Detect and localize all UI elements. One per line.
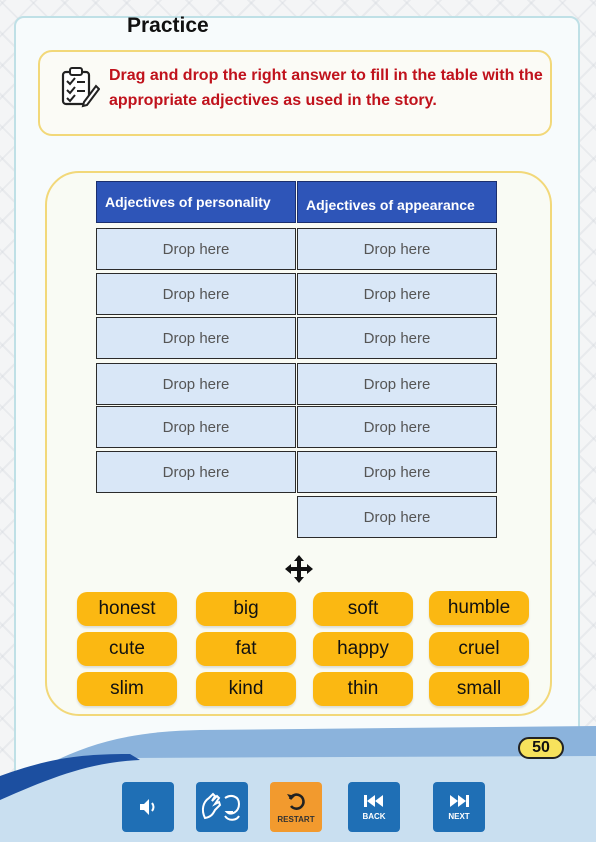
drop-cell-personality-1[interactable]: Drop here — [96, 228, 296, 270]
word-chip-fat[interactable]: fat — [196, 632, 296, 666]
drop-cell-appearance-1[interactable]: Drop here — [297, 228, 497, 270]
word-chip-honest[interactable]: honest — [77, 592, 177, 626]
word-chip-happy[interactable]: happy — [313, 632, 413, 666]
sign-language-icon — [201, 792, 241, 821]
word-chip-slim[interactable]: slim — [77, 672, 177, 706]
word-chip-small[interactable]: small — [429, 672, 529, 706]
next-button[interactable]: NEXT — [433, 782, 485, 832]
restart-icon — [287, 793, 305, 810]
word-chip-cute[interactable]: cute — [77, 632, 177, 666]
restart-button[interactable]: RESTART — [270, 782, 322, 832]
instruction-text: Drag and drop the right answer to fill i… — [109, 67, 543, 109]
back-button[interactable]: BACK — [348, 782, 400, 832]
header-appearance: Adjectives of appearance — [297, 181, 497, 223]
next-label: NEXT — [448, 812, 470, 821]
skip-back-icon — [364, 795, 383, 807]
word-chip-kind[interactable]: kind — [196, 672, 296, 706]
drop-cell-appearance-7[interactable]: Drop here — [297, 496, 497, 538]
drop-cell-appearance-2[interactable]: Drop here — [297, 273, 497, 315]
sign-language-button[interactable] — [196, 782, 248, 832]
instruction-box — [38, 50, 552, 136]
word-chip-cruel[interactable]: cruel — [429, 632, 529, 666]
skip-forward-icon — [450, 795, 469, 807]
drop-cell-personality-5[interactable]: Drop here — [96, 406, 296, 448]
drop-cell-personality-3[interactable]: Drop here — [96, 317, 296, 359]
word-chip-humble[interactable]: humble — [429, 591, 529, 625]
drop-cell-personality-4[interactable]: Drop here — [96, 363, 296, 405]
audio-button[interactable] — [122, 782, 174, 832]
page-number: 50 — [518, 737, 564, 759]
restart-label: RESTART — [277, 815, 315, 824]
word-chip-soft[interactable]: soft — [313, 592, 413, 626]
header-personality: Adjectives of personality — [96, 181, 296, 223]
drop-cell-appearance-6[interactable]: Drop here — [297, 451, 497, 493]
back-label: BACK — [362, 812, 386, 821]
drop-cell-personality-2[interactable]: Drop here — [96, 273, 296, 315]
checklist-icon — [61, 67, 100, 108]
word-chip-big[interactable]: big — [196, 592, 296, 626]
page-title: Practice — [127, 14, 209, 37]
speaker-icon — [140, 799, 155, 815]
drop-cell-personality-6[interactable]: Drop here — [96, 451, 296, 493]
word-chip-thin[interactable]: thin — [313, 672, 413, 706]
drop-cell-appearance-3[interactable]: Drop here — [297, 317, 497, 359]
move-icon[interactable] — [283, 553, 315, 585]
drop-cell-appearance-4[interactable]: Drop here — [297, 363, 497, 405]
drop-cell-appearance-5[interactable]: Drop here — [297, 406, 497, 448]
